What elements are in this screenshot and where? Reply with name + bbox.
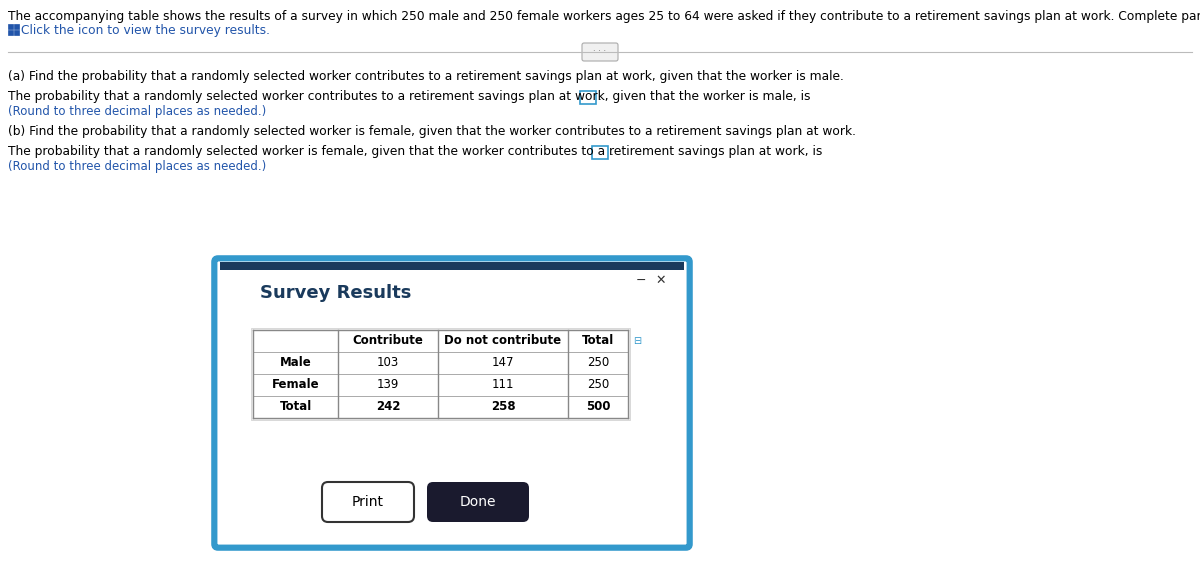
FancyBboxPatch shape xyxy=(322,482,414,522)
Text: (Round to three decimal places as needed.): (Round to three decimal places as needed… xyxy=(8,105,266,118)
Text: Do not contribute: Do not contribute xyxy=(444,335,562,348)
Bar xyxy=(14,24,19,29)
Text: 111: 111 xyxy=(492,379,515,392)
FancyBboxPatch shape xyxy=(582,43,618,61)
Text: 250: 250 xyxy=(587,379,610,392)
Text: The accompanying table shows the results of a survey in which 250 male and 250 f: The accompanying table shows the results… xyxy=(8,10,1200,23)
Text: ⊟: ⊟ xyxy=(634,336,641,346)
Text: Male: Male xyxy=(280,357,311,370)
Text: .: . xyxy=(610,145,614,158)
Bar xyxy=(14,30,19,35)
Text: −: − xyxy=(636,273,647,286)
Text: 500: 500 xyxy=(586,401,611,414)
Text: ✕: ✕ xyxy=(655,273,666,286)
FancyBboxPatch shape xyxy=(214,258,690,548)
Text: (b) Find the probability that a randomly selected worker is female, given that t: (b) Find the probability that a randomly… xyxy=(8,125,856,138)
Bar xyxy=(253,330,628,418)
Text: (Round to three decimal places as needed.): (Round to three decimal places as needed… xyxy=(8,160,266,173)
Text: Total: Total xyxy=(280,401,312,414)
Text: 242: 242 xyxy=(376,401,401,414)
Bar xyxy=(8,30,13,35)
Text: 250: 250 xyxy=(587,357,610,370)
Bar xyxy=(222,270,682,540)
Text: Survey Results: Survey Results xyxy=(260,284,412,302)
Text: 147: 147 xyxy=(492,357,515,370)
Bar xyxy=(220,262,684,270)
Bar xyxy=(592,146,608,159)
Text: 139: 139 xyxy=(377,379,400,392)
Text: Total: Total xyxy=(582,335,614,348)
Text: (a) Find the probability that a randomly selected worker contributes to a retire: (a) Find the probability that a randomly… xyxy=(8,70,844,83)
FancyBboxPatch shape xyxy=(427,482,529,522)
Text: Print: Print xyxy=(352,495,384,509)
Bar xyxy=(251,328,630,420)
Bar xyxy=(580,91,596,104)
Text: .: . xyxy=(598,90,602,103)
Text: 258: 258 xyxy=(491,401,515,414)
Text: The probability that a randomly selected worker contributes to a retirement savi: The probability that a randomly selected… xyxy=(8,90,810,103)
Text: The probability that a randomly selected worker is female, given that the worker: The probability that a randomly selected… xyxy=(8,145,822,158)
Bar xyxy=(8,24,13,29)
Text: · · ·: · · · xyxy=(594,48,606,57)
Text: Female: Female xyxy=(271,379,319,392)
Text: 103: 103 xyxy=(377,357,400,370)
Text: Contribute: Contribute xyxy=(353,335,424,348)
Text: Click the icon to view the survey results.: Click the icon to view the survey result… xyxy=(22,24,270,37)
Text: Done: Done xyxy=(460,495,497,509)
